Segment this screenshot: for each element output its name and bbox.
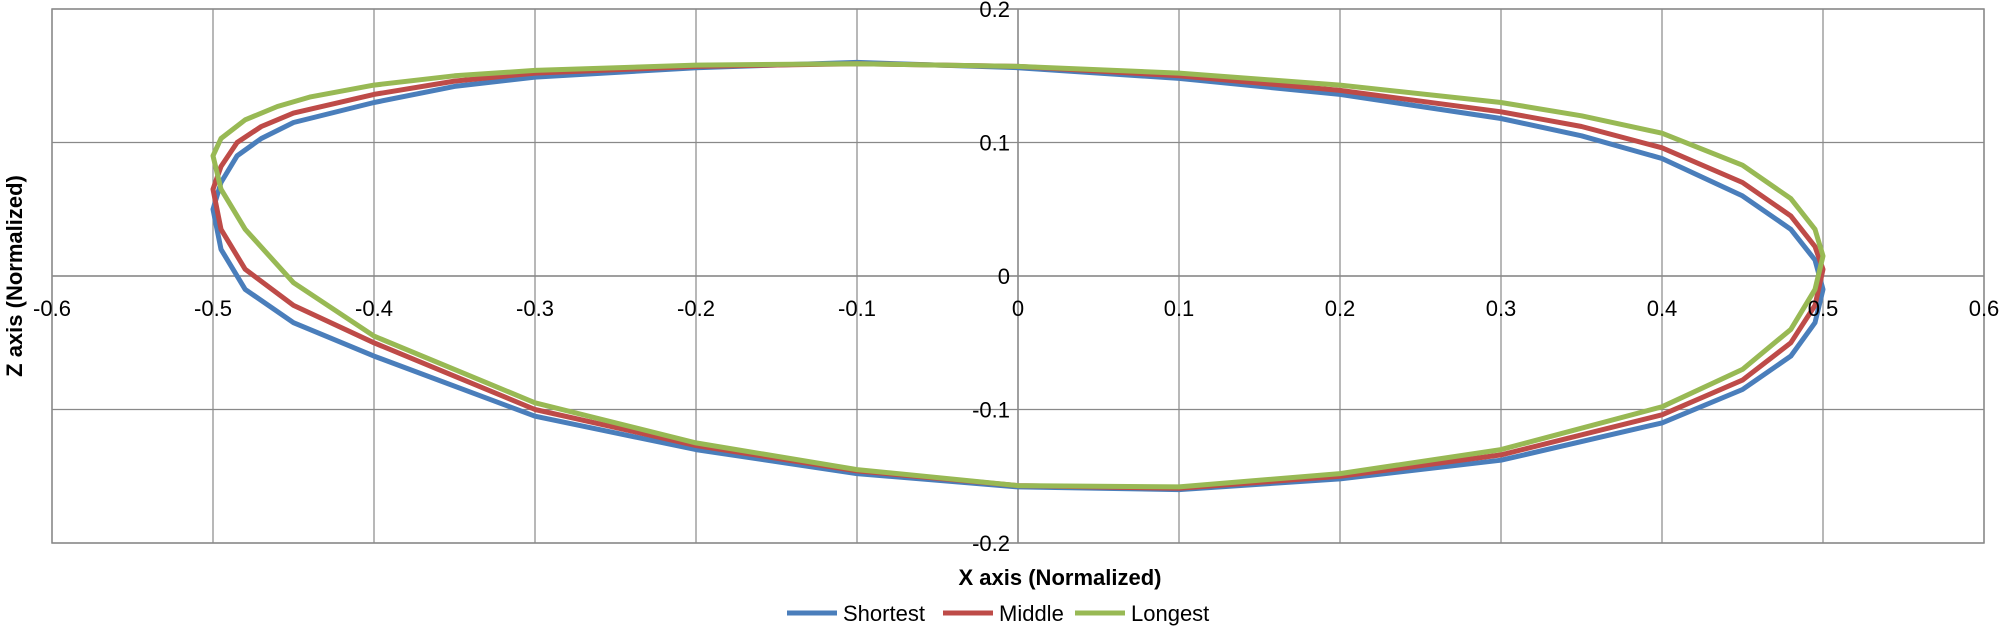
x-tick-labels: -0.6 -0.5 -0.4 -0.3 -0.2 -0.1 0 0.1 0.2 0.3 0.4 0.5… bbox=[33, 296, 1999, 321]
x-tick-label: -0.1 bbox=[838, 296, 876, 321]
y-axis-title: Z axis (Normalized) bbox=[2, 175, 27, 377]
y-tick-label: -0.2 bbox=[972, 531, 1010, 556]
x-tick-label: -0.4 bbox=[355, 296, 393, 321]
y-tick-label: -0.1 bbox=[972, 398, 1010, 423]
x-tick-label: 0 bbox=[1012, 296, 1024, 321]
x-tick-label: 0.2 bbox=[1325, 296, 1356, 321]
y-tick-label: 0 bbox=[998, 264, 1010, 289]
y-tick-label: 0.2 bbox=[979, 0, 1010, 22]
legend-label-middle: Middle bbox=[999, 601, 1064, 626]
x-tick-label: 0.3 bbox=[1486, 296, 1517, 321]
legend-label-longest: Longest bbox=[1131, 601, 1209, 626]
x-tick-label: -0.5 bbox=[194, 296, 232, 321]
x-axis-title: X axis (Normalized) bbox=[959, 565, 1162, 590]
x-tick-label: 0.5 bbox=[1808, 296, 1839, 321]
y-tick-label: 0.1 bbox=[979, 131, 1010, 156]
x-tick-label: -0.6 bbox=[33, 296, 71, 321]
x-tick-label: -0.3 bbox=[516, 296, 554, 321]
x-tick-label: 0.6 bbox=[1969, 296, 2000, 321]
series-line-shortest bbox=[210, 59, 1826, 493]
series-group bbox=[210, 59, 1826, 493]
series-line-middle bbox=[210, 61, 1826, 491]
x-tick-label: 0.1 bbox=[1164, 296, 1195, 321]
legend-label-shortest: Shortest bbox=[843, 601, 925, 626]
x-tick-label: 0.4 bbox=[1647, 296, 1678, 321]
legend: Shortest Middle Longest bbox=[787, 601, 1209, 626]
series-line-longest bbox=[210, 61, 1826, 490]
y-tick-labels: -0.2 -0.1 0 0.1 0.2 bbox=[972, 0, 1010, 556]
x-tick-label: -0.2 bbox=[677, 296, 715, 321]
